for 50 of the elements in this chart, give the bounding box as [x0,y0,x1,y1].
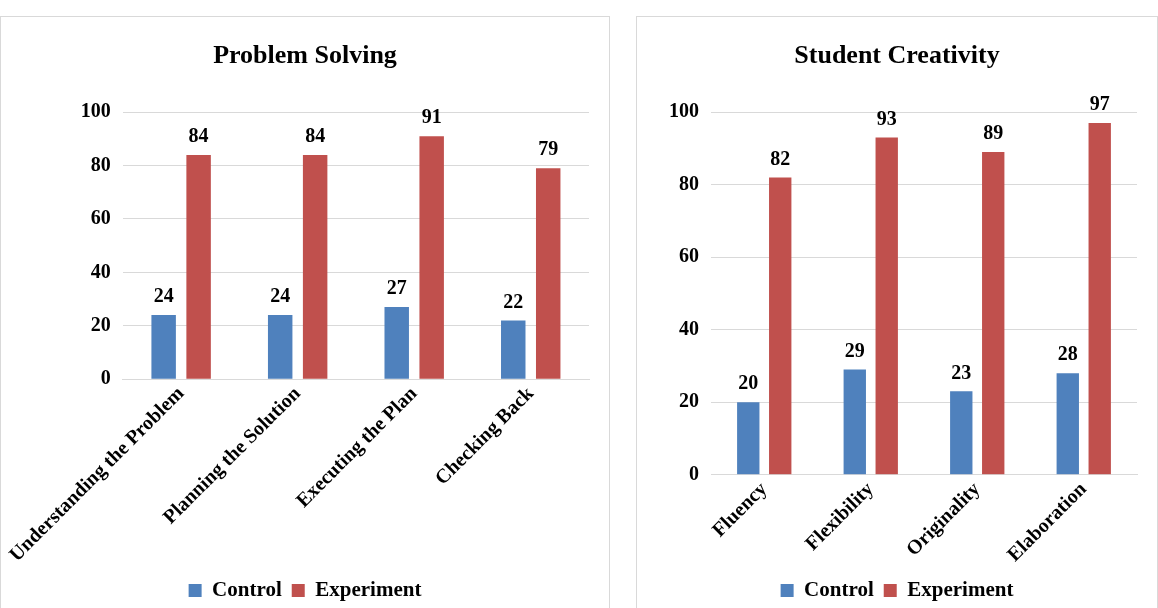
data-label: 22 [503,289,524,312]
y-tick-label: 40 [679,316,699,339]
bar [737,402,760,475]
data-label: 23 [951,360,972,383]
y-tick-label: 40 [90,259,111,282]
data-label: 24 [153,284,174,307]
y-tick-label: 20 [90,312,111,335]
bar [267,315,293,379]
bar [1088,123,1111,475]
data-label: 28 [1057,342,1078,365]
data-label: 20 [738,371,759,394]
data-label: 93 [876,106,897,129]
data-label: 89 [983,121,1004,144]
legend-label: Experiment [315,576,422,601]
chart-title: Problem Solving [213,40,397,70]
y-tick-label: 20 [679,389,699,412]
y-tick-label: 100 [669,99,699,122]
bar [302,154,328,379]
y-tick-label: 80 [90,152,111,175]
bar [186,154,211,379]
bar [151,315,176,379]
chart-title: Student Creativity [794,40,1000,70]
y-tick-label: 100 [80,99,111,122]
y-tick-label: 60 [90,206,111,229]
legend-label: Control [804,576,874,601]
data-label: 84 [188,124,209,147]
y-tick-label: 0 [100,366,111,389]
bar [384,307,409,379]
data-label: 97 [1089,92,1110,115]
bar [875,137,898,475]
data-label: 82 [770,146,791,169]
legend-label: Experiment [907,576,1014,601]
bar [535,168,561,379]
data-label: 79 [538,137,559,160]
bar [950,391,973,475]
data-label: 84 [305,124,326,147]
legend-label: Control [212,576,282,601]
bar [419,136,444,379]
bar [769,177,792,475]
data-label: 27 [386,276,407,299]
y-tick-label: 60 [679,244,699,267]
y-tick-label: 0 [689,461,699,484]
data-label: 24 [270,284,291,307]
bar [982,152,1005,475]
data-label: 29 [844,338,865,361]
y-tick-label: 80 [679,171,699,194]
bar [843,369,866,475]
bar [1056,373,1079,475]
data-label: 91 [421,105,442,128]
bar [501,320,526,379]
